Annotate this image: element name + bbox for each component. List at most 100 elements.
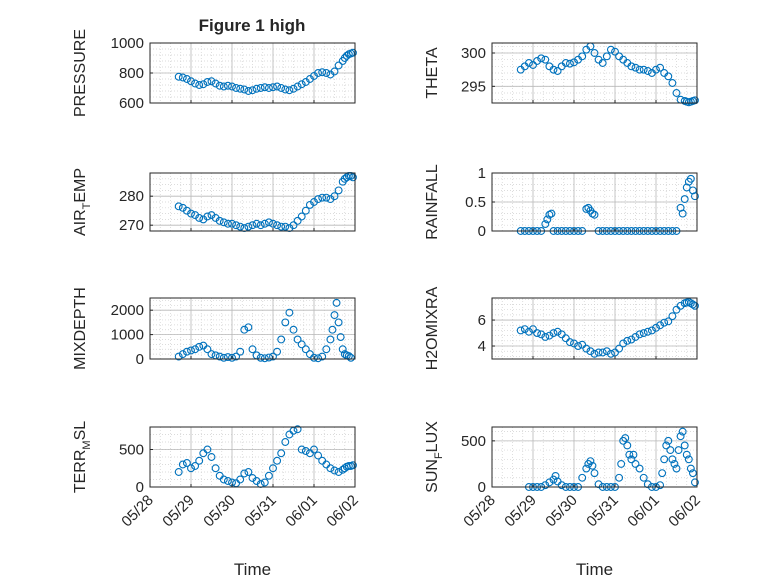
- data-point: [680, 441, 689, 450]
- data-point: [236, 475, 245, 484]
- data-point: [195, 214, 204, 222]
- data-point: [252, 84, 261, 93]
- data-point: [334, 61, 343, 70]
- data-point: [281, 318, 290, 327]
- data-point: [658, 469, 667, 478]
- data-point: [260, 478, 269, 487]
- x-tick-label: 05/28: [118, 492, 157, 531]
- x-axis-label: Time: [234, 560, 271, 579]
- data-point: [236, 347, 245, 356]
- data-point: [635, 464, 644, 473]
- data-point: [232, 352, 241, 361]
- y-tick-label: 2000: [111, 302, 144, 319]
- data-point: [553, 327, 562, 336]
- y-axis-label: MIXDEPTH: [72, 287, 89, 370]
- data-point: [182, 459, 191, 467]
- data-point: [310, 353, 318, 362]
- data-point: [228, 353, 236, 362]
- data-point: [547, 209, 556, 218]
- data-point: [187, 209, 195, 218]
- data-point: [627, 62, 636, 71]
- data-point: [524, 327, 533, 336]
- data-point: [690, 478, 699, 487]
- data-point: [174, 468, 183, 476]
- data-point: [223, 81, 232, 90]
- data-point: [178, 350, 187, 359]
- data-point: [602, 52, 611, 61]
- subplot-0: 600 800 1000 PRESSURE: [72, 29, 357, 117]
- data-point: [260, 354, 269, 363]
- data-point: [277, 335, 286, 344]
- data-point: [297, 340, 306, 349]
- data-point: [256, 84, 265, 92]
- data-point: [211, 79, 220, 88]
- data-point: [664, 317, 673, 326]
- axes-box: [491, 426, 698, 488]
- data-point: [639, 473, 648, 482]
- data-point: [615, 473, 624, 482]
- data-point: [326, 335, 335, 344]
- y-tick-label: 270: [119, 217, 144, 234]
- data-point: [586, 457, 595, 466]
- data-point: [232, 84, 241, 92]
- y-tick-label: 0: [136, 351, 144, 368]
- data-point: [264, 471, 273, 480]
- data-point: [631, 63, 640, 72]
- x-tick-label: 06/01: [624, 492, 663, 531]
- data-point: [565, 59, 574, 68]
- data-point: [656, 321, 665, 330]
- data-point: [578, 473, 587, 482]
- data-point: [236, 84, 245, 93]
- y-axis-label: RAINFALL: [424, 164, 441, 240]
- data-point: [672, 89, 681, 97]
- data-point: [215, 352, 224, 361]
- data-point: [561, 334, 570, 343]
- data-point: [668, 312, 677, 321]
- data-point: [223, 477, 232, 485]
- data-point: [219, 218, 228, 227]
- data-point: [672, 464, 681, 473]
- data-point: [314, 451, 323, 460]
- data-point: [615, 344, 624, 353]
- data-point: [684, 455, 693, 464]
- data-point: [289, 84, 298, 93]
- y-axis-label: TERRMSL: [72, 421, 93, 493]
- data-point: [623, 336, 632, 345]
- subplot-5: 4 6 H2OMIXRA: [424, 286, 699, 370]
- data-point: [656, 63, 665, 72]
- data-point: [318, 352, 327, 361]
- data-point: [223, 353, 232, 361]
- data-point: [670, 459, 679, 468]
- axes-box: [491, 42, 698, 104]
- data-point: [182, 347, 191, 356]
- y-axis-label: THETA: [424, 47, 441, 99]
- data-point: [174, 202, 183, 211]
- data-point: [187, 346, 195, 355]
- data-point: [178, 460, 187, 469]
- data-point: [256, 353, 265, 362]
- axes-box: [149, 172, 356, 232]
- data-point: [631, 332, 640, 341]
- data-point: [686, 299, 695, 308]
- data-point: [533, 329, 542, 337]
- y-axis-label: PRESSURE: [72, 29, 89, 117]
- data-point: [606, 349, 615, 358]
- data-point: [606, 45, 615, 54]
- data-point: [349, 48, 357, 57]
- data-point: [187, 464, 195, 473]
- data-point: [203, 78, 212, 86]
- data-point: [330, 311, 339, 320]
- data-point: [273, 456, 282, 465]
- data-point: [334, 186, 343, 195]
- data-point: [244, 468, 253, 476]
- data-point: [195, 342, 204, 351]
- data-point: [219, 82, 228, 91]
- data-point: [570, 339, 578, 348]
- data-point: [574, 342, 583, 350]
- data-point: [314, 354, 323, 363]
- data-point: [656, 481, 665, 490]
- data-point: [199, 80, 208, 89]
- data-point: [666, 446, 675, 455]
- data-point: [594, 348, 603, 357]
